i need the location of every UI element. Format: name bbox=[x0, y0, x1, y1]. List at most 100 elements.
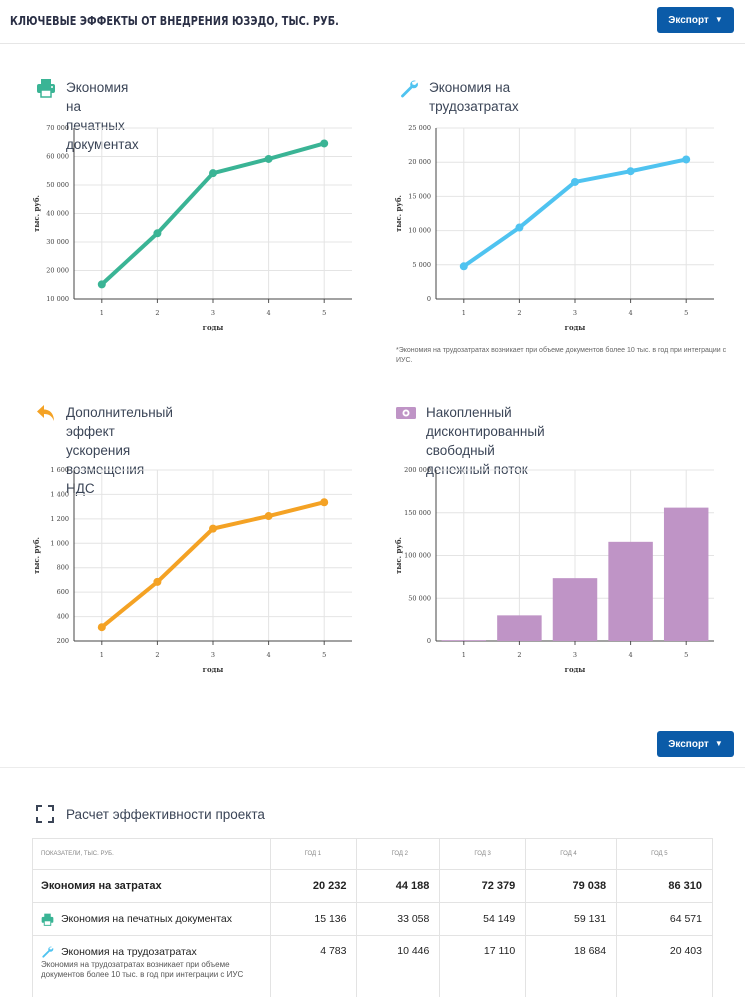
x-tick-label: 1 bbox=[100, 651, 104, 659]
row-label: Экономия на трудозатратах bbox=[61, 945, 197, 958]
calc-title: Расчет эффективности проекта bbox=[66, 806, 265, 822]
y-tick-label: 100 000 bbox=[404, 552, 431, 560]
bar bbox=[663, 507, 709, 641]
y-axis-title: тыс. руб. bbox=[32, 537, 41, 574]
panel-title-line1: Дополнительный эффект ускорения bbox=[66, 405, 173, 458]
table-row: Экономия на печатных документах 15 136 3… bbox=[32, 902, 713, 936]
table-header: ГОД 2 bbox=[356, 838, 441, 870]
x-tick-label: 2 bbox=[517, 309, 521, 317]
y-tick-label: 30 000 bbox=[46, 238, 69, 246]
table-cell: 4 783 bbox=[269, 935, 358, 997]
data-point bbox=[153, 577, 162, 586]
export-button[interactable]: Экспорт ▼ bbox=[657, 731, 734, 757]
row-note: Экономия на трудозатратах возникает при … bbox=[41, 960, 244, 979]
wrench-icon bbox=[42, 946, 54, 958]
x-tick-label: 4 bbox=[629, 651, 633, 659]
panel-title: Экономия на трудозатратах bbox=[429, 80, 519, 114]
x-tick-label: 3 bbox=[573, 651, 577, 659]
y-axis-title: тыс. руб. bbox=[394, 537, 403, 574]
table-header: ГОД 1 bbox=[269, 838, 358, 870]
data-point bbox=[264, 154, 273, 163]
x-tick-label: 1 bbox=[100, 309, 104, 317]
y-axis-title: тыс. руб. bbox=[32, 195, 41, 232]
table-cell: 72 379 bbox=[439, 869, 527, 903]
table-cell: 44 188 bbox=[356, 869, 441, 903]
data-point bbox=[320, 498, 329, 507]
efficiency-table: ПОКАЗАТЕЛИ, ТЫС. РУБ. ГОД 1 ГОД 2 ГОД 3 … bbox=[32, 838, 713, 997]
y-tick-label: 1 000 bbox=[50, 539, 69, 547]
data-point bbox=[320, 139, 329, 148]
table-header: ГОД 3 bbox=[439, 838, 527, 870]
table-cell: 20 232 bbox=[269, 869, 358, 903]
wrench-icon bbox=[401, 80, 418, 98]
x-tick-label: 5 bbox=[684, 309, 688, 317]
top-bar: КЛЮЧЕВЫЕ ЭФФЕКТЫ ОТ ВНЕДРЕНИЯ ЮЗЭДО, ТЫС… bbox=[0, 0, 745, 44]
table-cell: 59 131 bbox=[525, 902, 618, 936]
export-button[interactable]: Экспорт ▼ bbox=[657, 7, 734, 33]
y-tick-label: 15 000 bbox=[408, 192, 431, 200]
row-label-cell: Экономия на печатных документах bbox=[32, 902, 271, 936]
data-point bbox=[459, 262, 468, 271]
table-cell: 54 149 bbox=[439, 902, 527, 936]
table-header-row: ПОКАЗАТЕЛИ, ТЫС. РУБ. ГОД 1 ГОД 2 ГОД 3 … bbox=[32, 838, 713, 870]
table-cell: 33 058 bbox=[356, 902, 441, 936]
panel-title: Экономия на печатных документах bbox=[66, 80, 139, 152]
cash-icon bbox=[396, 407, 416, 419]
x-tick-label: 3 bbox=[211, 651, 215, 659]
bar bbox=[552, 578, 598, 641]
x-tick-label: 1 bbox=[462, 309, 466, 317]
printer-icon bbox=[37, 79, 55, 98]
data-point bbox=[209, 169, 217, 178]
data-point bbox=[264, 512, 273, 521]
data-point bbox=[97, 280, 106, 289]
y-tick-label: 40 000 bbox=[46, 210, 69, 218]
table-header: ПОКАЗАТЕЛИ, ТЫС. РУБ. bbox=[32, 838, 271, 870]
x-tick-label: 2 bbox=[155, 651, 159, 659]
data-point bbox=[626, 167, 635, 176]
x-tick-label: 5 bbox=[322, 309, 326, 317]
back-arrow-icon bbox=[37, 405, 54, 421]
data-point bbox=[682, 155, 691, 164]
y-tick-label: 800 bbox=[57, 564, 69, 572]
y-tick-label: 10 000 bbox=[408, 227, 431, 235]
x-tick-label: 1 bbox=[462, 651, 466, 659]
printer-icon bbox=[41, 913, 54, 926]
y-tick-label: 25 000 bbox=[408, 124, 431, 132]
y-tick-label: 200 000 bbox=[404, 466, 431, 474]
data-point bbox=[153, 229, 162, 238]
table-cell: 15 136 bbox=[269, 902, 358, 936]
table-cell: 86 310 bbox=[616, 869, 713, 903]
expand-icon[interactable] bbox=[36, 805, 54, 823]
bar bbox=[608, 541, 653, 641]
table-cell: 18 684 bbox=[525, 935, 618, 997]
x-axis-title: годы bbox=[565, 323, 586, 332]
y-tick-label: 600 bbox=[57, 588, 69, 596]
y-tick-label: 1 200 bbox=[50, 515, 69, 523]
y-axis-title: тыс. руб. bbox=[394, 195, 403, 232]
x-tick-label: 3 bbox=[211, 309, 215, 317]
x-tick-label: 2 bbox=[517, 651, 521, 659]
y-tick-label: 20 000 bbox=[408, 158, 431, 166]
bar bbox=[441, 640, 487, 641]
calc-section-header: Расчет эффективности проекта bbox=[36, 805, 265, 823]
table-cell: 79 038 bbox=[525, 869, 618, 903]
table-row: Экономия на затратах 20 232 44 188 72 37… bbox=[32, 869, 713, 903]
table-cell: 20 403 bbox=[616, 935, 713, 997]
row-label: Экономия на печатных документах bbox=[61, 913, 233, 925]
y-tick-label: 5 000 bbox=[412, 261, 431, 269]
x-tick-label: 4 bbox=[267, 309, 271, 317]
export-button-label: Экспорт bbox=[668, 738, 709, 750]
chevron-down-icon: ▼ bbox=[714, 15, 723, 24]
y-tick-label: 10 000 bbox=[46, 295, 69, 303]
y-tick-label: 20 000 bbox=[46, 267, 69, 275]
chart-print-savings: 10 000 20 000 30 000 40 000 50 000 60 000 70 0… bbox=[32, 124, 352, 332]
section-divider bbox=[0, 767, 745, 768]
chart-labor-savings: 0 5 000 10 000 15 000 20 000 25 000 1 2 3 4 5 годы т… bbox=[394, 124, 714, 332]
y-tick-label: 50 000 bbox=[46, 181, 69, 189]
table-row: Экономия на трудозатратах Экономия на тр… bbox=[32, 935, 713, 997]
table-cell: 10 446 bbox=[356, 935, 441, 997]
export-button-label: Экспорт bbox=[668, 14, 709, 26]
bar bbox=[497, 615, 542, 641]
x-axis-title: годы bbox=[565, 665, 586, 674]
labor-footnote: *Экономия на трудозатратах возникает при… bbox=[396, 347, 727, 364]
